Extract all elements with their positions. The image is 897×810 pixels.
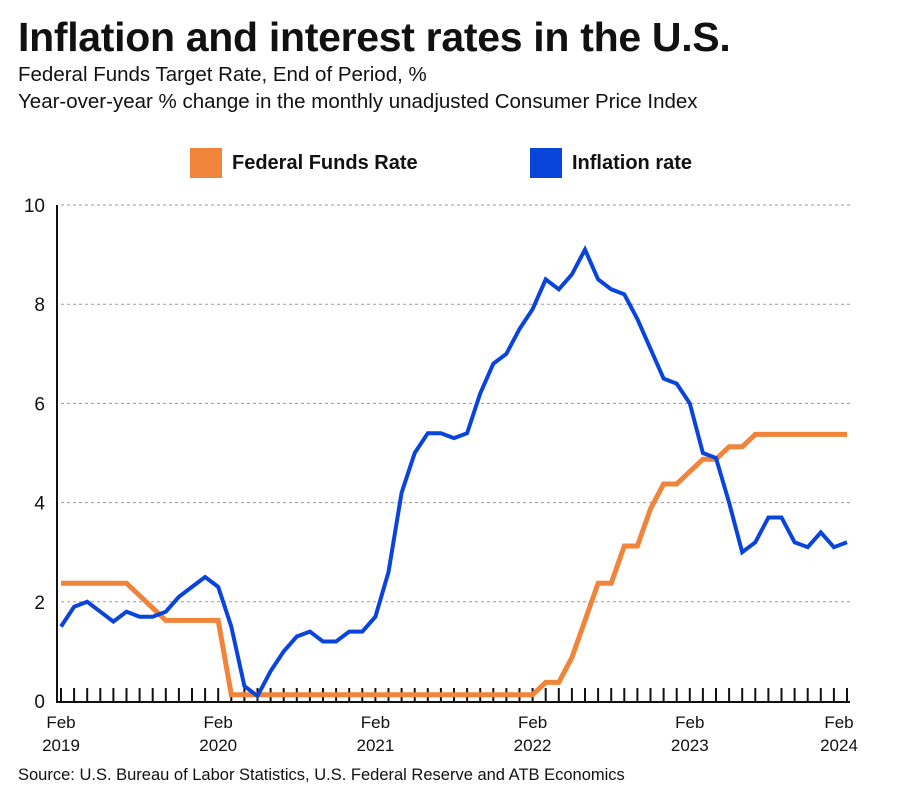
inflation-rate-line [59, 245, 848, 700]
legend-label: Federal Funds Rate [232, 151, 418, 174]
legend-swatch-inflation [530, 148, 562, 178]
x-tick-label: Feb [204, 713, 233, 732]
x-tick-label: 2019 [42, 736, 80, 755]
chart-title: Inflation and interest rates in the U.S. [18, 14, 731, 60]
fed-funds-rate-line [61, 431, 847, 698]
x-tick-label: 2024 [820, 736, 858, 755]
x-tick-label: Feb [675, 713, 704, 732]
legend-label: Inflation rate [572, 151, 693, 174]
legend-swatch-fed [190, 148, 222, 178]
y-tick-label: 0 [34, 692, 45, 713]
x-tick-label: Feb [361, 713, 390, 732]
y-tick-label: 8 [34, 295, 45, 316]
x-tick-label: 2022 [514, 736, 552, 755]
chart-subtitle: Federal Funds Target Rate, End of Period… [18, 63, 427, 86]
y-tick-label: 2 [34, 593, 45, 614]
chart-subtitle: Year-over-year % change in the monthly u… [18, 90, 698, 113]
x-tick-label: Feb [518, 713, 547, 732]
y-tick-label: 4 [34, 494, 45, 515]
y-tick-label: 10 [24, 196, 45, 217]
x-tick-label: Feb [824, 713, 853, 732]
y-tick-label: 6 [34, 394, 45, 415]
x-tick-label: Feb [46, 713, 75, 732]
legend-item-fed: Federal Funds Rate [190, 148, 418, 178]
source-note: Source: U.S. Bureau of Labor Statistics,… [18, 766, 625, 784]
x-tick-label: 2021 [356, 736, 394, 755]
x-tick-label: 2020 [199, 736, 237, 755]
legend-item-inflation: Inflation rate [530, 148, 692, 178]
x-tick-label: 2023 [671, 736, 709, 755]
